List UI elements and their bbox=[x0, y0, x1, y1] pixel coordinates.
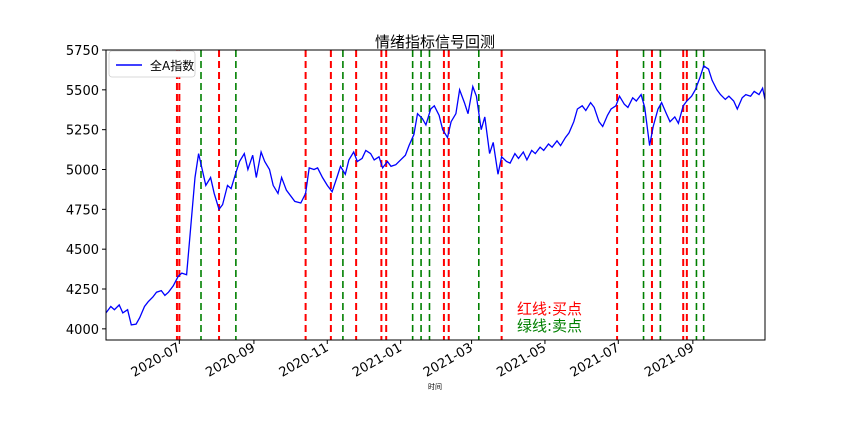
legend-box bbox=[108, 50, 196, 78]
y-tick-label: 5250 bbox=[66, 124, 99, 139]
y-axis: 4000 4250 4500 4750 5000 5250 5500 5750 bbox=[66, 44, 106, 338]
x-tick-label: 2021-01 bbox=[350, 340, 405, 380]
y-tick-label: 5500 bbox=[66, 84, 99, 99]
x-tick-label: 2020-09 bbox=[203, 340, 258, 380]
x-tick-label: 2021-03 bbox=[421, 340, 476, 380]
x-tick-label: 2020-07 bbox=[129, 340, 184, 380]
y-tick-label: 4000 bbox=[66, 323, 99, 338]
x-tick-label: 2021-07 bbox=[568, 340, 623, 380]
x-tick-label: 2021-09 bbox=[642, 340, 697, 380]
plot-frame bbox=[105, 49, 766, 341]
y-tick-label: 5000 bbox=[66, 164, 99, 179]
chart-title: 情绪指标信号回测 bbox=[375, 33, 495, 51]
signal-lines bbox=[175, 50, 705, 340]
legend: 全A指数 bbox=[108, 50, 196, 78]
y-tick-label: 4500 bbox=[66, 243, 99, 258]
sell-annotation: 绿线:卖点 bbox=[517, 317, 582, 335]
y-tick-label: 4750 bbox=[66, 203, 99, 218]
x-axis: 2020-07 2020-09 2020-11 2021-01 2021-03 2021-… bbox=[129, 340, 697, 381]
y-tick-label: 5750 bbox=[66, 44, 99, 59]
x-axis-label: 时间 bbox=[428, 382, 442, 391]
series-line-全A指数 bbox=[105, 64, 766, 326]
x-tick-label: 2021-05 bbox=[494, 340, 549, 380]
legend-label: 全A指数 bbox=[150, 58, 194, 73]
buy-annotation: 红线:买点 bbox=[517, 300, 582, 318]
x-tick-label: 2020-11 bbox=[277, 340, 332, 380]
y-tick-label: 4250 bbox=[66, 283, 99, 298]
